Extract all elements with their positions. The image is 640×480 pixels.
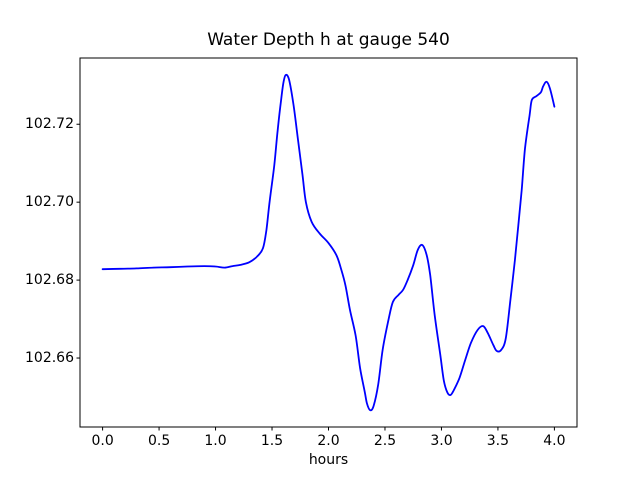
x-tick-label: 1.0: [204, 433, 227, 449]
y-tick-label: 102.66: [25, 350, 74, 366]
chart-title: Water Depth h at gauge 540: [207, 30, 450, 50]
x-tick-label: 2.5: [373, 433, 397, 449]
x-tick-label: 4.0: [543, 433, 566, 449]
data-line-water-depth: [101, 73, 556, 412]
y-tick-label: 102.72: [25, 116, 74, 133]
x-tick-label: 3.0: [430, 433, 453, 449]
x-tick-label: 3.5: [486, 433, 510, 449]
tick-marks: [76, 123, 555, 431]
x-tick-label: 0.5: [147, 433, 171, 449]
y-tick-label: 102.70: [25, 194, 74, 211]
x-axis-label: hours: [308, 452, 349, 468]
y-tick-label: 102.68: [25, 272, 74, 289]
x-tick-label: 1.5: [260, 433, 284, 449]
x-tick-label: 2.0: [317, 433, 340, 449]
x-tick-label: 0.0: [91, 433, 114, 449]
axes-spines: [79, 57, 578, 428]
